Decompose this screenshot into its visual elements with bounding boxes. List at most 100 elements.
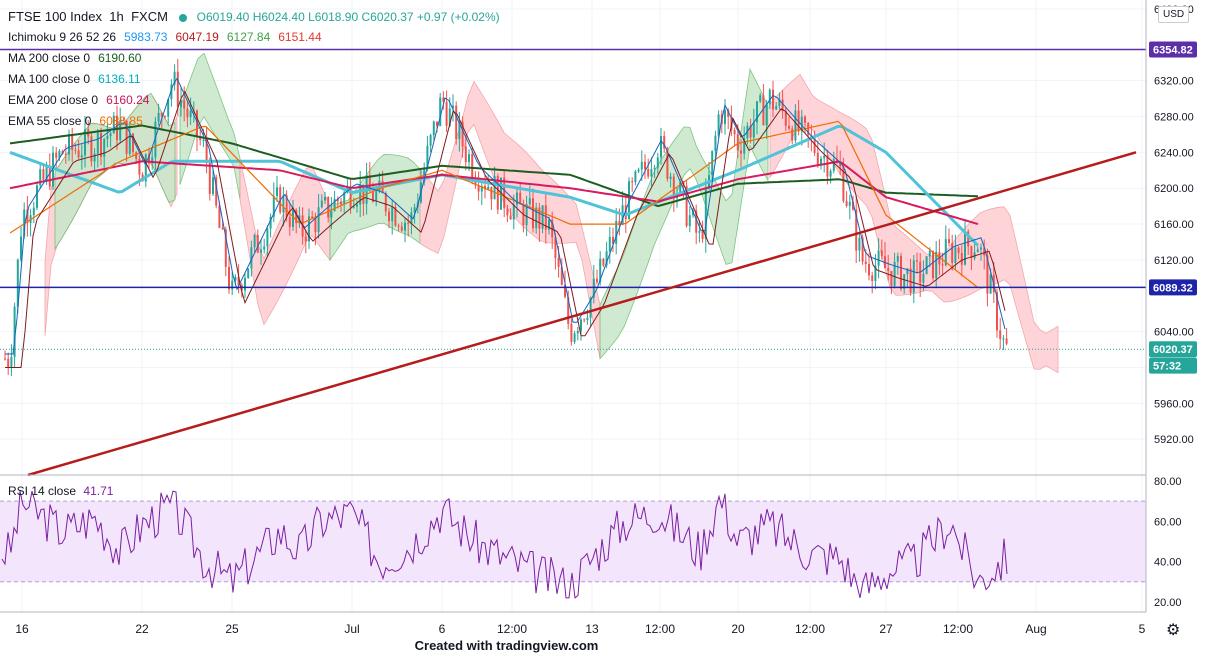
candle-body [439, 97, 442, 126]
indicator-value: 5983.73 [124, 30, 168, 44]
time-tick-label: 27 [879, 622, 893, 636]
candle-body [877, 250, 880, 266]
rsi-line [1, 490, 1008, 599]
candle-body [292, 210, 294, 227]
rsi-tick-label: 80.00 [1154, 476, 1182, 488]
candle-body [778, 99, 781, 106]
candle-body [407, 222, 410, 224]
candle-body [900, 255, 902, 289]
candle-body [106, 136, 109, 139]
candle-body [756, 101, 758, 123]
credit-text: Created with tradingview.com [414, 638, 599, 653]
time-tick-label: 6 [439, 622, 446, 636]
candle-body [413, 207, 416, 213]
candle-body [855, 209, 858, 251]
candle-body [128, 133, 131, 154]
interval-label[interactable]: 1h [109, 9, 124, 24]
candle-body [196, 110, 198, 138]
candle-body [170, 84, 173, 100]
price-tick-label: 6120.00 [1154, 255, 1194, 267]
candle-body [138, 158, 141, 175]
time-tick-label: 5 [1139, 622, 1146, 636]
indicator-legend-row[interactable]: EMA 200 close 0 6160.24 [8, 90, 500, 111]
candle-body [330, 211, 333, 218]
ohlc-open: O6019.40 [196, 10, 250, 24]
price-tag [1149, 279, 1197, 296]
candle-body [77, 150, 80, 158]
candle-body [231, 280, 234, 290]
candle-body [397, 225, 400, 227]
indicator-legend-row[interactable]: EMA 55 close 0 6088.85 [8, 111, 500, 132]
candle-body [26, 209, 29, 223]
candle-body [48, 166, 51, 187]
candle-body [199, 137, 202, 140]
candle-body [148, 154, 150, 164]
candle-body [596, 278, 598, 283]
indicator-line [9, 124, 979, 208]
candle-body [570, 323, 573, 342]
candle-body [852, 201, 854, 210]
currency-button[interactable]: USD [1158, 6, 1190, 23]
symbol-name[interactable]: FTSE 100 Index [8, 9, 102, 24]
candle-body [576, 330, 579, 334]
price-tag [1149, 357, 1197, 374]
indicator-legend-row[interactable]: MA 200 close 0 6190.60 [8, 48, 500, 69]
candle-body [749, 125, 752, 138]
exchange-label: FXCM [131, 9, 168, 24]
candle-body [368, 175, 371, 192]
rsi-label[interactable]: RSI 14 close [8, 484, 77, 498]
candle-body [925, 256, 928, 274]
candle-body [109, 133, 112, 137]
candle-body [861, 237, 864, 262]
candle-body [644, 161, 646, 170]
candle-body [762, 95, 765, 126]
candle-body [429, 135, 432, 146]
indicator-legend-row[interactable]: Ichimoku 9 26 52 26 5983.73 6047.19 6127.84… [8, 27, 500, 48]
candle-body [228, 266, 230, 290]
rsi-band [0, 501, 1146, 582]
candle-body [410, 212, 413, 224]
ohlc-low: L6018.90 [308, 10, 359, 24]
candle-body [807, 122, 810, 136]
candle-body [768, 89, 771, 105]
candle-body [464, 146, 467, 163]
candle-body [7, 358, 10, 368]
candle-body [311, 216, 314, 219]
candle-body [554, 237, 557, 259]
candle-body [535, 207, 538, 229]
price-tag [1149, 341, 1197, 358]
candle-body [580, 319, 582, 331]
candle-body [954, 247, 957, 263]
candle-body [112, 115, 115, 134]
candle-body [845, 201, 848, 206]
candle-body [484, 185, 486, 190]
price-tick-label: 6320.00 [1154, 76, 1194, 88]
candle-body [989, 274, 992, 294]
candle-body [724, 110, 726, 125]
candle-body [71, 134, 74, 150]
price-tag-label: 6354.82 [1153, 44, 1193, 56]
indicator-value: 6047.19 [175, 30, 219, 44]
candle-body [272, 196, 275, 217]
candle-body [903, 274, 906, 289]
candle-body [727, 110, 730, 118]
settings-gear-icon[interactable]: ⚙ [1166, 622, 1181, 639]
candle-body [39, 169, 42, 186]
candle-body [16, 259, 19, 307]
candle-body [788, 125, 790, 129]
candle-body [650, 169, 653, 177]
candle-body [32, 207, 35, 216]
candle-body [4, 358, 6, 360]
candle-body [893, 261, 896, 286]
candle-body [890, 270, 893, 286]
trend-line [27, 151, 1137, 477]
indicator-legend-row[interactable]: MA 100 close 0 6136.11 [8, 69, 500, 90]
candle-body [586, 317, 589, 321]
time-tick-label: 13 [585, 622, 599, 636]
candle-body [794, 110, 797, 141]
candle-body [340, 201, 342, 205]
candle-body [468, 154, 470, 163]
candle-body [58, 150, 61, 158]
candle-body [448, 108, 451, 126]
